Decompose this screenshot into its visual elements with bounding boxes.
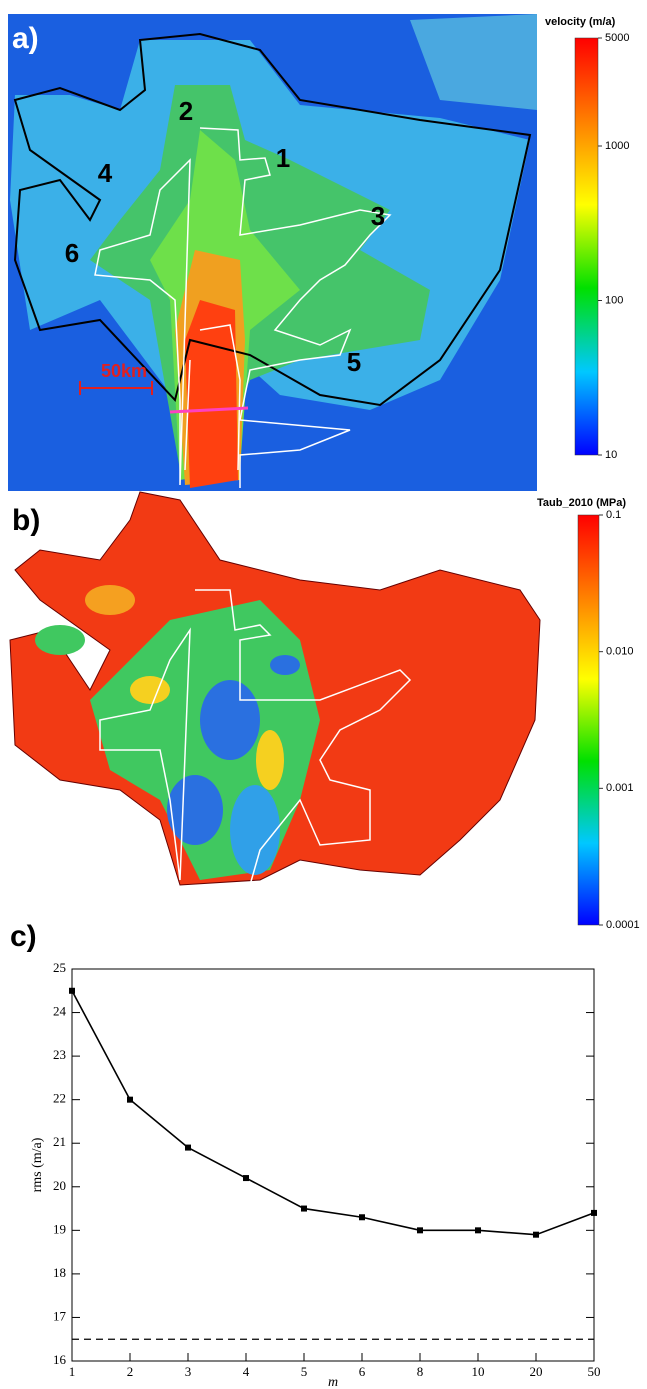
x-tick-label: 5 bbox=[301, 1364, 308, 1379]
data-point bbox=[69, 988, 75, 994]
region-label: 2 bbox=[179, 96, 193, 126]
stress-map: b) bbox=[10, 492, 540, 885]
x-tick-label: 4 bbox=[243, 1364, 250, 1379]
x-tick-label: 50 bbox=[588, 1364, 601, 1379]
x-tick-label: 6 bbox=[359, 1364, 366, 1379]
region-label: 6 bbox=[65, 238, 79, 268]
figure: 50km 1 2 3 4 5 6 a) b) velocity (m/a) 10 1… bbox=[0, 0, 647, 1389]
data-point bbox=[127, 1097, 133, 1103]
y-tick-label: 19 bbox=[53, 1221, 66, 1236]
y-tick-label: 18 bbox=[53, 1265, 66, 1280]
data-point bbox=[475, 1227, 481, 1233]
x-tick-label: 10 bbox=[472, 1364, 485, 1379]
y-tick-label: 17 bbox=[53, 1308, 67, 1323]
colorbar-tick-label: 0.1 bbox=[606, 509, 621, 521]
panel-label: b) bbox=[12, 504, 40, 537]
x-tick-label: 20 bbox=[530, 1364, 543, 1379]
y-axis-label: rms (m/a) bbox=[30, 1137, 45, 1192]
y-tick-label: 21 bbox=[53, 1134, 66, 1149]
y-tick-label: 16 bbox=[53, 1352, 67, 1367]
colorbar-tick-label: 0.001 bbox=[606, 782, 634, 794]
page: 50km 1 2 3 4 5 6 a) b) velocity (m/a) 10 1… bbox=[0, 0, 647, 1389]
x-tick-label: 3 bbox=[185, 1364, 192, 1379]
plot-frame bbox=[72, 969, 594, 1361]
colorbar-tick-label: 0.010 bbox=[606, 646, 634, 658]
x-tick-label: 8 bbox=[417, 1364, 424, 1379]
colorbar-tick-label: 0.0001 bbox=[606, 919, 640, 931]
data-point bbox=[185, 1145, 191, 1151]
colorbar-tick-label: 10 bbox=[605, 449, 617, 461]
series-line bbox=[72, 991, 594, 1235]
y-tick-label: 22 bbox=[53, 1091, 66, 1106]
colorbar-tick-label: 1000 bbox=[605, 140, 629, 152]
colorbar-title: Taub_2010 (MPa) bbox=[537, 497, 626, 509]
velocity-map: 50km 1 2 3 4 5 6 a) bbox=[8, 14, 537, 491]
y-tick-label: 24 bbox=[53, 1004, 67, 1019]
data-point bbox=[591, 1210, 597, 1216]
colorbar-title: velocity (m/a) bbox=[545, 16, 616, 28]
panel-label: c) bbox=[10, 920, 37, 953]
x-tick-label: 2 bbox=[127, 1364, 134, 1379]
scale-bar-label: 50km bbox=[101, 361, 147, 381]
data-point bbox=[359, 1214, 365, 1220]
region-label: 3 bbox=[371, 201, 385, 231]
colorbar bbox=[578, 515, 599, 925]
y-tick-label: 25 bbox=[53, 960, 66, 975]
data-point bbox=[301, 1206, 307, 1212]
data-point bbox=[243, 1175, 249, 1181]
colorbar bbox=[575, 38, 598, 455]
x-tick-label: 1 bbox=[69, 1364, 76, 1379]
data-point bbox=[533, 1232, 539, 1238]
region-label: 5 bbox=[347, 347, 361, 377]
colorbar-tick-label: 5000 bbox=[605, 32, 629, 44]
data-point bbox=[417, 1227, 423, 1233]
panel-label: a) bbox=[12, 22, 39, 55]
x-axis-label: m bbox=[328, 1375, 338, 1389]
y-tick-label: 23 bbox=[53, 1047, 66, 1062]
region-label: 1 bbox=[276, 143, 290, 173]
y-tick-label: 20 bbox=[53, 1178, 66, 1193]
region-label: 4 bbox=[98, 158, 113, 188]
colorbar-tick-label: 100 bbox=[605, 294, 623, 306]
